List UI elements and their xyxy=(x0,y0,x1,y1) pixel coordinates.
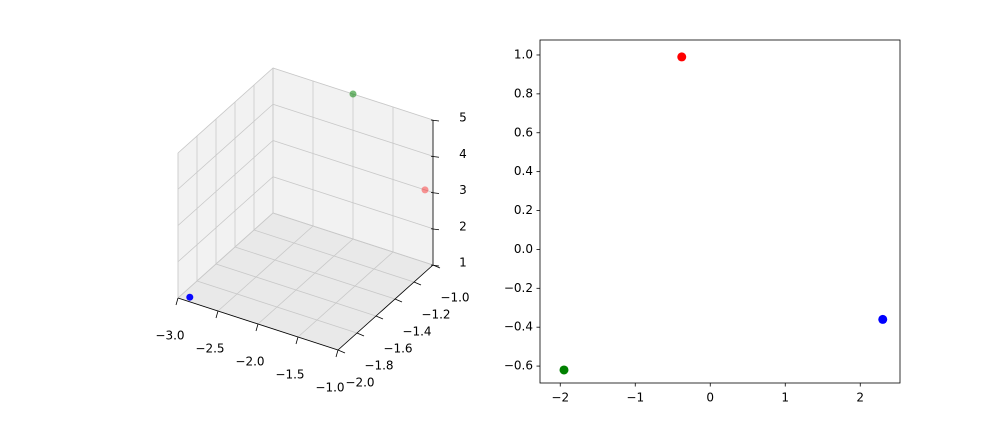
y-tick-label: −1.6 xyxy=(383,342,412,356)
x-tick-label: −2.0 xyxy=(235,355,264,369)
y-tick-label: 1.0 xyxy=(514,47,533,61)
grid-line xyxy=(177,103,274,190)
point xyxy=(677,52,687,62)
y-tick-label: 0.2 xyxy=(514,203,533,217)
x-tick xyxy=(255,323,259,332)
x-tick-label: −3.0 xyxy=(155,329,184,343)
y-tick-label: −1.4 xyxy=(402,325,431,339)
z-tick-label: 2 xyxy=(459,219,467,233)
z-tick-label: 3 xyxy=(459,183,467,197)
y-tick-label: 0.8 xyxy=(514,86,533,100)
grid-line xyxy=(272,103,434,157)
grid-line xyxy=(177,176,274,263)
x-tick-label: −2.5 xyxy=(195,342,224,356)
x-tick-label: 2 xyxy=(856,391,864,405)
grid-line xyxy=(272,176,434,230)
x-tick-label: −1.0 xyxy=(315,381,344,395)
y-tick xyxy=(356,332,365,337)
point xyxy=(559,365,569,375)
x-tick-label: −1 xyxy=(626,391,644,405)
z-tick-label: 5 xyxy=(459,111,467,125)
grid-line xyxy=(177,67,274,154)
y-tick-label: 0.6 xyxy=(514,125,533,139)
y-tick xyxy=(394,298,403,303)
point-3d xyxy=(421,186,429,194)
y-tick-label: −1.8 xyxy=(364,359,393,373)
x-tick-label: −1.5 xyxy=(275,368,304,382)
y-tick-label: 0.4 xyxy=(514,164,533,178)
grid-line xyxy=(297,251,394,338)
grid-line xyxy=(215,263,377,317)
x-tick-label: −2 xyxy=(551,391,569,405)
point xyxy=(878,314,888,324)
y-tick-label: 0.0 xyxy=(514,242,533,256)
x-tick-label: 0 xyxy=(706,391,714,405)
axis-line xyxy=(177,297,339,351)
grid-line xyxy=(253,229,415,283)
z-tick xyxy=(430,192,440,194)
point-3d xyxy=(186,293,194,301)
z-tick-label: 1 xyxy=(459,256,467,270)
z-tick xyxy=(430,119,440,122)
point-3d xyxy=(349,90,357,98)
x-tick xyxy=(215,310,219,319)
z-tick xyxy=(430,228,440,231)
y-tick-label: −1.2 xyxy=(421,308,450,322)
grid-line xyxy=(272,140,434,193)
grid-line xyxy=(177,212,274,299)
grid-line xyxy=(196,280,358,334)
grid-line xyxy=(272,212,434,266)
x-tick xyxy=(175,297,179,306)
grid-line xyxy=(217,225,314,312)
y-tick-label: −1.0 xyxy=(440,291,469,305)
y-tick-label: −2.0 xyxy=(345,376,374,390)
x-tick-label: 1 xyxy=(781,391,789,405)
axis-line xyxy=(337,264,434,351)
y-tick xyxy=(375,315,384,320)
y-tick-label: −0.4 xyxy=(504,320,533,334)
y-tick xyxy=(337,349,346,354)
x-tick xyxy=(335,349,339,358)
plot-frame xyxy=(539,39,901,384)
grid-line xyxy=(257,238,354,325)
y-tick-label: −0.6 xyxy=(504,359,533,373)
y-tick-label: −0.2 xyxy=(504,281,533,295)
y-tick xyxy=(413,281,422,286)
x-tick xyxy=(295,336,299,345)
grid-line xyxy=(177,140,274,226)
z-tick xyxy=(430,155,440,158)
z-tick-label: 4 xyxy=(459,147,467,161)
grid-line xyxy=(234,246,396,300)
